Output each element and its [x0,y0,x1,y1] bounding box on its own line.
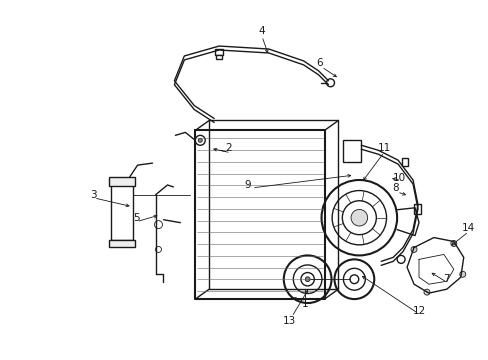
Text: 2: 2 [224,143,231,153]
Text: 14: 14 [461,222,474,233]
Bar [401,158,407,166]
Circle shape [198,138,202,142]
Circle shape [195,135,205,145]
Text: 8: 8 [391,183,398,193]
Text: 10: 10 [392,173,405,183]
Circle shape [326,79,334,87]
Text: 11: 11 [377,143,390,153]
Text: 3: 3 [90,190,97,200]
Bar [216,55,222,59]
Text: 12: 12 [411,306,425,316]
Text: 13: 13 [283,316,296,326]
Text: 7: 7 [443,274,449,284]
Bar [111,185,132,239]
Bar [413,204,420,214]
Circle shape [396,255,404,264]
Text: 1: 1 [301,299,307,309]
Bar [343,140,361,162]
Circle shape [350,210,367,226]
Bar [215,49,223,55]
Bar [108,177,134,186]
Circle shape [450,240,456,247]
Text: 9: 9 [244,180,251,190]
Circle shape [459,271,465,277]
Circle shape [423,289,429,295]
Circle shape [305,277,309,282]
Bar [108,239,134,247]
Text: 5: 5 [133,213,140,223]
Text: 4: 4 [258,26,264,36]
Circle shape [410,247,416,252]
Text: 6: 6 [316,58,322,68]
